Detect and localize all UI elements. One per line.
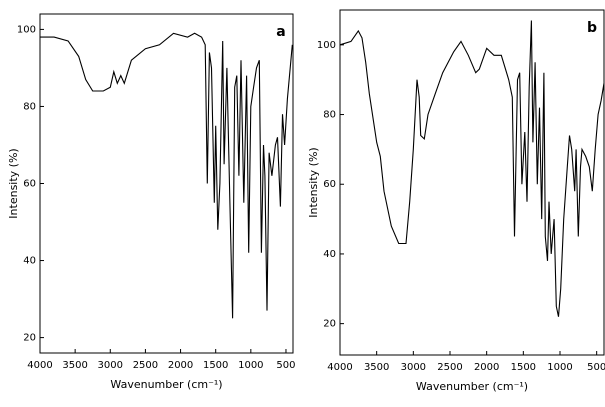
x-tick-label: 1000: [547, 362, 572, 373]
x-tick-label: 4000: [327, 362, 352, 373]
y-tick-label: 60: [23, 179, 36, 190]
x-axis-label: Wavenumber (cm⁻¹): [416, 380, 528, 393]
y-tick-label: 100: [317, 40, 336, 51]
x-tick-label: 1000: [238, 360, 263, 371]
y-tick-label: 20: [323, 319, 336, 330]
x-tick-label: 3000: [401, 362, 426, 373]
y-axis-label: Intensity (%): [307, 147, 320, 217]
y-tick-label: 80: [323, 110, 336, 121]
x-tick-label: 3500: [364, 362, 389, 373]
x-tick-label: 2000: [168, 360, 193, 371]
x-tick-label: 3500: [62, 360, 87, 371]
x-tick-label: 4000: [27, 360, 52, 371]
x-tick-label: 500: [276, 360, 295, 371]
plot-frame: [339, 9, 605, 356]
x-tick-label: 2500: [437, 362, 462, 373]
x-tick-label: 2000: [474, 362, 499, 373]
x-tick-label: 1500: [511, 362, 536, 373]
x-tick-label: 3000: [98, 360, 123, 371]
x-tick-label: 1500: [203, 360, 228, 371]
y-axis-label: Intensity (%): [7, 148, 20, 218]
x-tick-label: 2500: [133, 360, 158, 371]
x-axis-label: Wavenumber (cm⁻¹): [110, 378, 222, 391]
x-tick-label: 500: [587, 362, 605, 373]
y-tick-label: 20: [23, 333, 36, 344]
panel-label: b: [587, 20, 597, 36]
spectrum-line: [339, 20, 605, 317]
panel-label: a: [276, 24, 285, 40]
y-tick-label: 80: [23, 101, 36, 112]
y-tick-label: 40: [23, 256, 36, 267]
y-tick-label: 100: [17, 24, 36, 35]
plot-frame: [39, 13, 294, 354]
spectrum-line: [40, 32, 293, 319]
y-tick-label: 40: [323, 249, 336, 260]
y-tick-label: 60: [323, 179, 336, 190]
